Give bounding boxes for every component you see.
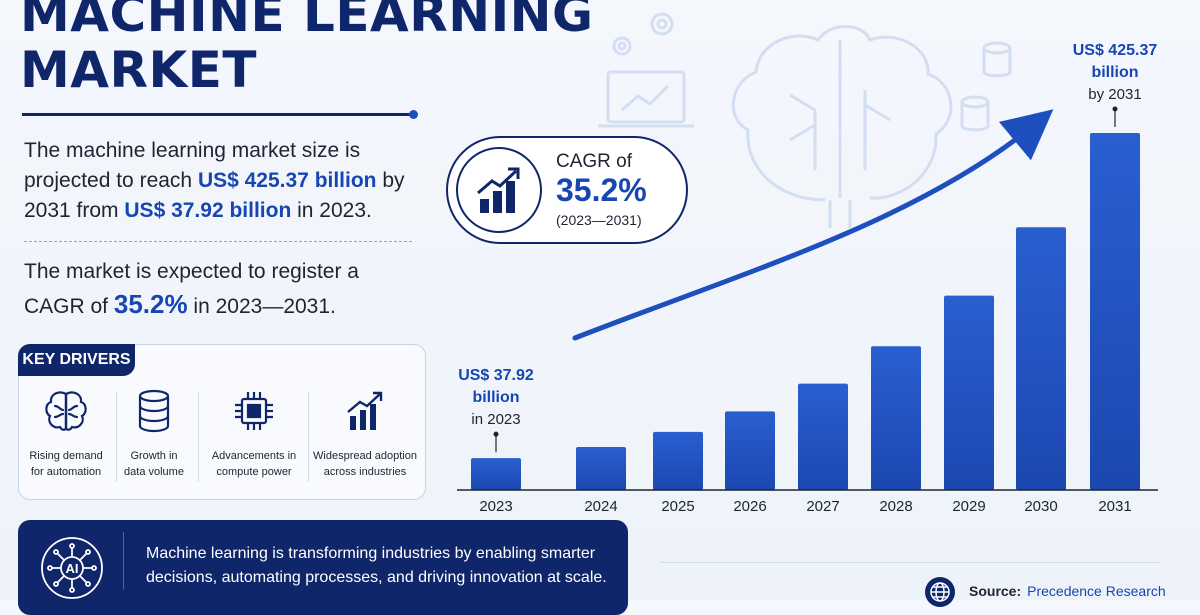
summary-text-2: by 2031 from bbox=[24, 169, 405, 222]
trend-arrow-path bbox=[572, 109, 1054, 341]
annotation-dot bbox=[1112, 106, 1118, 112]
driver-label-line2: across industries bbox=[323, 466, 407, 478]
x-tick-label: 2030 bbox=[1024, 498, 1057, 515]
gear-icon bbox=[612, 12, 674, 56]
bar-2031 bbox=[1090, 133, 1140, 490]
x-tick-label: 2031 bbox=[1098, 498, 1131, 515]
source-label: Source: bbox=[969, 583, 1022, 599]
svg-text:AI: AI bbox=[66, 561, 79, 576]
title-underline bbox=[22, 113, 412, 116]
value-annotation: billion bbox=[1091, 64, 1138, 81]
market-summary: The machine learning market size is proj… bbox=[24, 136, 419, 226]
x-tick-label: 2026 bbox=[733, 498, 766, 515]
driver-data-volume: Growth in data volume bbox=[122, 386, 186, 480]
source: Source: Precedence Research bbox=[969, 583, 1166, 599]
value-annotation: US$ 425.37 bbox=[1073, 42, 1158, 59]
bar-2029 bbox=[944, 295, 994, 490]
driver-label-line2: compute power bbox=[216, 466, 292, 478]
database-decor-icon bbox=[960, 41, 1012, 132]
footer-divider bbox=[123, 532, 124, 590]
driver-adoption: Widespread adoption across industries bbox=[312, 386, 418, 480]
summary-text-1: The machine learning market size is proj… bbox=[24, 139, 361, 192]
dashed-divider bbox=[24, 241, 412, 242]
bar-2027 bbox=[798, 383, 848, 490]
bar-2024 bbox=[576, 446, 626, 490]
x-tick-label: 2025 bbox=[661, 498, 694, 515]
decorative-background bbox=[598, 12, 1012, 228]
driver-label-line2: for automation bbox=[30, 466, 102, 478]
base-value: US$ 37.92 billion bbox=[124, 199, 292, 222]
cagr-summary-text-2: in 2023—2031. bbox=[187, 295, 336, 318]
cagr-summary-text-1: The market is expected to register a CAG… bbox=[24, 260, 359, 318]
trend-arrow bbox=[572, 109, 1054, 341]
x-tick-label: 2028 bbox=[879, 498, 912, 515]
bar-2026 bbox=[725, 411, 775, 490]
value-annotation: US$ 37.92 bbox=[458, 367, 534, 384]
driver-label-line1: Advancements in bbox=[211, 450, 297, 462]
title-line-2: MARKET bbox=[20, 41, 257, 99]
cagr-summary: The market is expected to register a CAG… bbox=[24, 256, 419, 323]
source-link[interactable]: Precedence Research bbox=[1027, 583, 1166, 599]
laptop-icon bbox=[598, 70, 694, 128]
forecast-value: US$ 425.37 billion bbox=[197, 169, 377, 192]
x-tick-label: 2024 bbox=[584, 498, 617, 515]
cagr-value: 35.2% bbox=[556, 172, 647, 208]
bar-2028 bbox=[871, 346, 921, 490]
page-title: MACHINE LEARNING MARKET bbox=[20, 0, 594, 98]
x-tick-label: 2027 bbox=[806, 498, 839, 515]
cagr-label: CAGR of bbox=[556, 151, 633, 172]
cagr-summary-value: 35.2% bbox=[113, 289, 188, 319]
footer-banner bbox=[18, 520, 628, 615]
driver-compute-power: Advancements in compute power bbox=[206, 386, 302, 480]
cagr-period: (2023—2031) bbox=[556, 212, 642, 228]
value-annotation: in 2023 bbox=[471, 411, 520, 428]
title-underline-dot bbox=[409, 110, 418, 119]
growth-chart-icon bbox=[347, 391, 383, 430]
chip-icon bbox=[235, 392, 273, 430]
driver-automation: Rising demand for automation bbox=[24, 386, 108, 480]
footer-text: Machine learning is transforming industr… bbox=[146, 545, 607, 586]
summary-text-3: in 2023. bbox=[291, 199, 372, 222]
annotation-dot bbox=[493, 431, 499, 437]
market-bar-chart: 2023 2024 2025 2026 2027 2028 2029 2030 2031 US$… bbox=[457, 12, 1158, 515]
driver-divider bbox=[308, 392, 309, 482]
bar-2025 bbox=[653, 431, 703, 490]
key-drivers-title: KEY DRIVERS bbox=[18, 344, 135, 376]
driver-label-line1: Widespread adoption bbox=[313, 450, 417, 462]
source-divider bbox=[660, 562, 1160, 563]
value-annotation: by 2031 bbox=[1088, 86, 1141, 103]
driver-divider bbox=[198, 392, 199, 482]
database-icon bbox=[138, 389, 170, 433]
bar-2030 bbox=[1016, 227, 1066, 490]
x-tick-label: 2023 bbox=[479, 498, 512, 515]
driver-label-line1: Growth in bbox=[130, 450, 178, 462]
ai-circuit-icon: AI bbox=[41, 537, 103, 599]
cagr-icon-circle bbox=[456, 147, 542, 233]
driver-label-line1: Rising demand bbox=[29, 450, 103, 462]
bar-2023 bbox=[471, 458, 521, 490]
rising-bars-icon bbox=[477, 167, 520, 213]
x-tick-label: 2029 bbox=[952, 498, 985, 515]
brain-icon bbox=[45, 391, 87, 431]
title-line-1: MACHINE LEARNING bbox=[20, 0, 594, 43]
driver-divider bbox=[116, 392, 117, 482]
brain-illustration-icon bbox=[731, 25, 953, 228]
driver-label-line2: data volume bbox=[124, 466, 184, 478]
value-annotation: billion bbox=[472, 389, 519, 406]
